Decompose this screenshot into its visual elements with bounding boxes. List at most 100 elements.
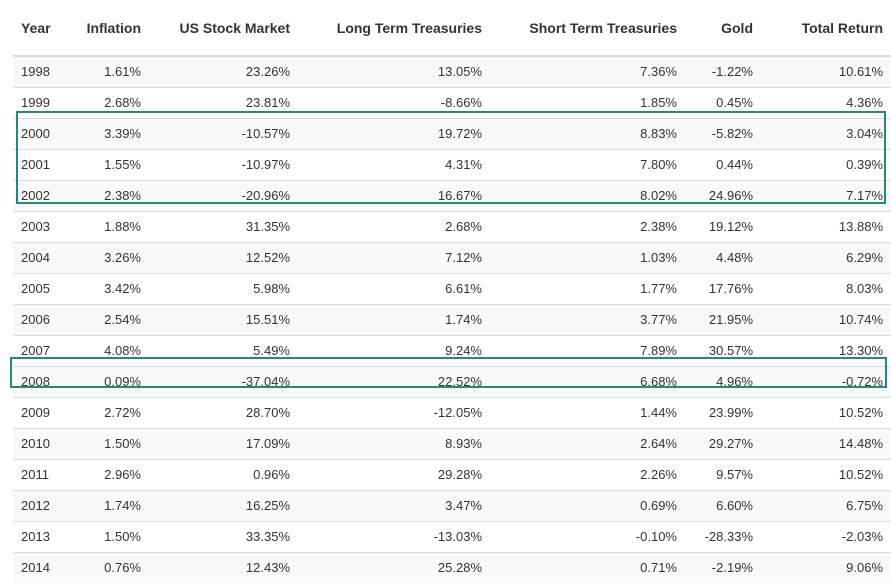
table-row: 2006 2.54% 15.51% 1.74% 3.77% 21.95% 10.74%	[13, 303, 891, 335]
table-body: 1998 1.61% 23.26% 13.05% 7.36% -1.22% 10.61% 19…	[13, 55, 891, 583]
cell-gold: 29.27%	[685, 427, 761, 459]
cell-year: 2013	[13, 520, 73, 552]
cell-gold: 0.45%	[685, 86, 761, 118]
cell-total-return: 13.88%	[761, 210, 891, 242]
cell-us-stock-market: 5.98%	[149, 272, 298, 304]
cell-year: 2012	[13, 489, 73, 521]
cell-total-return: 0.39%	[761, 148, 891, 180]
cell-inflation: 2.54%	[73, 303, 149, 335]
cell-short-term-treasuries: 7.36%	[490, 55, 685, 87]
cell-us-stock-market: 5.49%	[149, 334, 298, 366]
cell-us-stock-market: 12.52%	[149, 241, 298, 273]
cell-total-return: -2.03%	[761, 520, 891, 552]
cell-year: 2004	[13, 241, 73, 273]
cell-long-term-treasuries: -12.05%	[298, 396, 490, 428]
cell-long-term-treasuries: -13.03%	[298, 520, 490, 552]
cell-short-term-treasuries: 8.02%	[490, 179, 685, 211]
cell-gold: 19.12%	[685, 210, 761, 242]
table-row: 2001 1.55% -10.97% 4.31% 7.80% 0.44% 0.39%	[13, 148, 891, 180]
cell-us-stock-market: -10.57%	[149, 117, 298, 149]
cell-year: 2014	[13, 551, 73, 583]
cell-long-term-treasuries: 19.72%	[298, 117, 490, 149]
returns-table-container: Year Inflation US Stock Market Long Term…	[13, 0, 891, 583]
cell-short-term-treasuries: 8.83%	[490, 117, 685, 149]
cell-total-return: 10.52%	[761, 396, 891, 428]
table-row: 2012 1.74% 16.25% 3.47% 0.69% 6.60% 6.75%	[13, 489, 891, 521]
cell-year: 2008	[13, 365, 73, 397]
cell-long-term-treasuries: 7.12%	[298, 241, 490, 273]
cell-us-stock-market: 17.09%	[149, 427, 298, 459]
table-row: 2005 3.42% 5.98% 6.61% 1.77% 17.76% 8.03%	[13, 272, 891, 304]
cell-total-return: 10.61%	[761, 55, 891, 87]
table-row: 2008 0.09% -37.04% 22.52% 6.68% 4.96% -0.72%	[13, 365, 891, 397]
cell-year: 2011	[13, 458, 73, 490]
cell-inflation: 1.74%	[73, 489, 149, 521]
cell-year: 2005	[13, 272, 73, 304]
cell-gold: 4.96%	[685, 365, 761, 397]
column-header-year: Year	[13, 0, 73, 57]
cell-gold: -28.33%	[685, 520, 761, 552]
cell-inflation: 1.50%	[73, 520, 149, 552]
cell-total-return: 6.29%	[761, 241, 891, 273]
cell-inflation: 1.55%	[73, 148, 149, 180]
cell-us-stock-market: 33.35%	[149, 520, 298, 552]
cell-total-return: 14.48%	[761, 427, 891, 459]
cell-inflation: 1.50%	[73, 427, 149, 459]
cell-inflation: 1.88%	[73, 210, 149, 242]
cell-long-term-treasuries: -8.66%	[298, 86, 490, 118]
cell-total-return: 4.36%	[761, 86, 891, 118]
cell-gold: 24.96%	[685, 179, 761, 211]
table-row: 2014 0.76% 12.43% 25.28% 0.71% -2.19% 9.06%	[13, 551, 891, 583]
table-row: 1998 1.61% 23.26% 13.05% 7.36% -1.22% 10.61%	[13, 55, 891, 87]
cell-short-term-treasuries: 2.38%	[490, 210, 685, 242]
cell-year: 2000	[13, 117, 73, 149]
table-row: 2010 1.50% 17.09% 8.93% 2.64% 29.27% 14.48%	[13, 427, 891, 459]
cell-year: 2009	[13, 396, 73, 428]
column-header-total-return: Total Return	[761, 0, 891, 57]
cell-year: 1998	[13, 55, 73, 87]
table-row: 2000 3.39% -10.57% 19.72% 8.83% -5.82% 3.04%	[13, 117, 891, 149]
cell-total-return: 13.30%	[761, 334, 891, 366]
cell-total-return: 10.74%	[761, 303, 891, 335]
table-row: 2002 2.38% -20.96% 16.67% 8.02% 24.96% 7.17%	[13, 179, 891, 211]
cell-inflation: 0.09%	[73, 365, 149, 397]
cell-short-term-treasuries: 1.77%	[490, 272, 685, 304]
cell-gold: 4.48%	[685, 241, 761, 273]
cell-gold: 9.57%	[685, 458, 761, 490]
cell-us-stock-market: 31.35%	[149, 210, 298, 242]
cell-short-term-treasuries: 7.89%	[490, 334, 685, 366]
cell-us-stock-market: -10.97%	[149, 148, 298, 180]
cell-short-term-treasuries: 2.26%	[490, 458, 685, 490]
cell-us-stock-market: 28.70%	[149, 396, 298, 428]
cell-us-stock-market: 23.81%	[149, 86, 298, 118]
cell-short-term-treasuries: 1.44%	[490, 396, 685, 428]
table-row: 2011 2.96% 0.96% 29.28% 2.26% 9.57% 10.52%	[13, 458, 891, 490]
cell-long-term-treasuries: 9.24%	[298, 334, 490, 366]
cell-short-term-treasuries: 0.69%	[490, 489, 685, 521]
cell-short-term-treasuries: -0.10%	[490, 520, 685, 552]
column-header-us-stock-market: US Stock Market	[149, 0, 298, 57]
cell-gold: -1.22%	[685, 55, 761, 87]
cell-long-term-treasuries: 16.67%	[298, 179, 490, 211]
cell-total-return: 7.17%	[761, 179, 891, 211]
table-row: 2007 4.08% 5.49% 9.24% 7.89% 30.57% 13.30%	[13, 334, 891, 366]
cell-year: 2006	[13, 303, 73, 335]
table-row: 2004 3.26% 12.52% 7.12% 1.03% 4.48% 6.29%	[13, 241, 891, 273]
cell-inflation: 4.08%	[73, 334, 149, 366]
cell-year: 2002	[13, 179, 73, 211]
cell-us-stock-market: 12.43%	[149, 551, 298, 583]
cell-long-term-treasuries: 3.47%	[298, 489, 490, 521]
cell-short-term-treasuries: 1.03%	[490, 241, 685, 273]
cell-short-term-treasuries: 6.68%	[490, 365, 685, 397]
cell-gold: -2.19%	[685, 551, 761, 583]
cell-gold: 30.57%	[685, 334, 761, 366]
cell-inflation: 1.61%	[73, 55, 149, 87]
cell-short-term-treasuries: 3.77%	[490, 303, 685, 335]
cell-gold: 23.99%	[685, 396, 761, 428]
table-row: 2009 2.72% 28.70% -12.05% 1.44% 23.99% 10.52%	[13, 396, 891, 428]
cell-total-return: 10.52%	[761, 458, 891, 490]
header-row: Year Inflation US Stock Market Long Term…	[13, 0, 891, 57]
cell-long-term-treasuries: 6.61%	[298, 272, 490, 304]
cell-year: 2003	[13, 210, 73, 242]
cell-year: 2001	[13, 148, 73, 180]
